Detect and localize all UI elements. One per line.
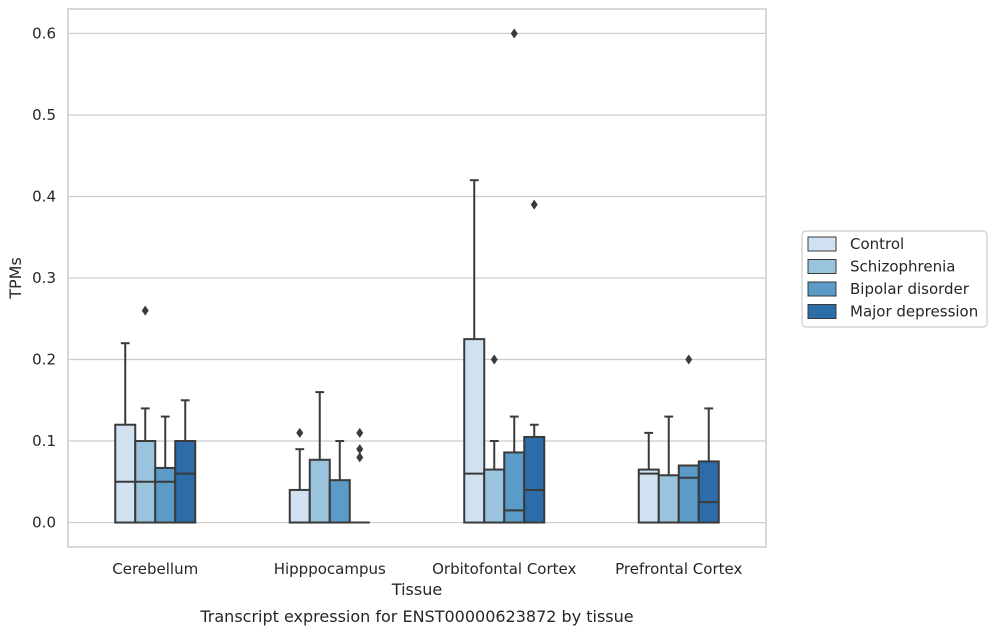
box-body (328, 479, 351, 524)
box-3-0 (637, 431, 660, 524)
x-tick-label: Orbitofontal Cortex (432, 560, 576, 578)
box-body (114, 423, 137, 524)
box-body (288, 488, 311, 524)
box-body (463, 338, 486, 524)
y-tick-label: 0.2 (32, 351, 56, 369)
outlier-point (510, 28, 518, 39)
box-body (308, 458, 331, 524)
box-1-3 (349, 427, 370, 524)
outlier-point (296, 427, 304, 438)
legend-swatch (807, 259, 837, 274)
y-axis-label: TPMs (6, 257, 25, 300)
box-body (657, 474, 680, 524)
box-0-3 (174, 399, 197, 524)
box-2-0 (463, 179, 486, 524)
outlier-point (356, 444, 364, 455)
outlier-point (530, 199, 538, 210)
box-body (483, 468, 506, 524)
gridlines (68, 32, 766, 524)
outlier-point (490, 354, 498, 365)
box-body (677, 464, 700, 524)
outlier-point (356, 427, 364, 438)
box-3-2 (677, 354, 700, 524)
legend-label: Bipolar disorder (850, 280, 970, 298)
box-2-3 (523, 199, 546, 524)
x-axis-ticks: Cerebellum Hipppocampus Orbitofontal Corte… (112, 560, 742, 578)
x-tick-label: Hipppocampus (274, 560, 386, 578)
box-3-3 (697, 407, 720, 524)
box-0-2 (154, 415, 177, 524)
x-tick-label: Cerebellum (112, 560, 198, 578)
x-axis-label: Tissue (391, 580, 442, 599)
outlier-point (685, 354, 693, 365)
box-plot-boxes (114, 28, 720, 524)
y-axis-ticks: 0.0 0.1 0.2 0.3 0.4 0.5 0.6 (32, 24, 56, 531)
box-3-1 (657, 415, 680, 524)
legend-label: Major depression (850, 303, 978, 321)
legend-label: Control (850, 235, 904, 253)
plot-frame (67, 8, 767, 548)
legend: Control Schizophrenia Bipolar disorder Majo… (801, 230, 988, 328)
box-0-1 (134, 305, 157, 524)
y-tick-label: 0.4 (32, 187, 56, 205)
legend-swatch (807, 236, 837, 252)
legend-label: Schizophrenia (850, 258, 955, 276)
box-body (697, 460, 720, 524)
box-body (154, 466, 177, 524)
outlier-point (356, 452, 364, 463)
box-body (637, 468, 660, 524)
box-body (523, 435, 546, 524)
box-2-2 (503, 28, 526, 524)
y-tick-label: 0.5 (32, 106, 56, 124)
box-1-1 (308, 391, 331, 524)
chart-caption: Transcript expression for ENST0000062387… (199, 607, 633, 626)
y-tick-label: 0.3 (32, 269, 56, 287)
box-0-0 (114, 342, 137, 524)
legend-frame (801, 230, 988, 328)
box-body (503, 451, 526, 524)
y-tick-label: 0.0 (32, 514, 56, 532)
legend-swatch (807, 281, 837, 297)
box-2-1 (483, 354, 506, 524)
x-tick-label: Prefrontal Cortex (615, 560, 742, 578)
box-1-0 (288, 427, 311, 524)
y-tick-label: 0.6 (32, 24, 56, 42)
y-tick-label: 0.1 (32, 432, 56, 450)
legend-swatch (807, 304, 837, 319)
box-body (174, 440, 197, 524)
outlier-point (141, 305, 149, 316)
box-1-2 (328, 440, 351, 524)
